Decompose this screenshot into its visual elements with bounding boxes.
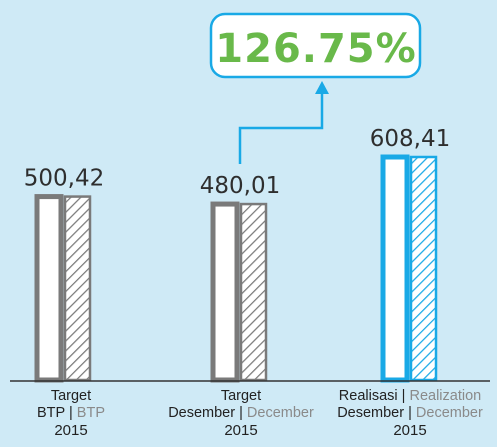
connector-line [238, 90, 324, 165]
label-3-year: 2015 [393, 422, 427, 439]
connector-arrowhead [315, 81, 329, 94]
label-1-year: 2015 [54, 422, 88, 439]
label-2-line2: Desember | December [168, 405, 314, 421]
category-label-3: Realisasi | Realization Desember | Decem… [337, 388, 483, 439]
label-3-line1: Realisasi | Realization [338, 388, 482, 404]
value-label-3: 608,41 [370, 126, 450, 152]
value-label-1: 500,42 [24, 166, 104, 192]
bar-2-hatched [239, 202, 268, 382]
callout-box [209, 12, 422, 79]
bar-3-solid [380, 154, 410, 383]
bar-2-solid [210, 201, 240, 383]
label-1-line1: Target [50, 388, 92, 404]
bar-1-solid [34, 194, 64, 383]
bars-layer: 500,42 480,01 608,41 [24, 81, 450, 383]
bar-2 [210, 201, 268, 383]
label-1-line2: BTP | BTP [37, 405, 105, 421]
bar-1-hatched [63, 195, 92, 382]
bar-3 [380, 154, 438, 383]
value-label-2: 480,01 [200, 173, 280, 199]
callout-percentage: 126.75% [215, 26, 416, 72]
category-label-1: Target BTP | BTP 2015 [37, 388, 105, 439]
callout-layer: 126.75% [209, 12, 422, 79]
label-2-year: 2015 [224, 422, 258, 439]
label-3-line2: Desember | December [337, 405, 483, 421]
bar-1 [34, 194, 92, 383]
category-label-2: Target Desember | December 2015 [168, 388, 314, 439]
label-2-line1: Target [220, 388, 262, 404]
bar-3-hatched [409, 155, 438, 382]
